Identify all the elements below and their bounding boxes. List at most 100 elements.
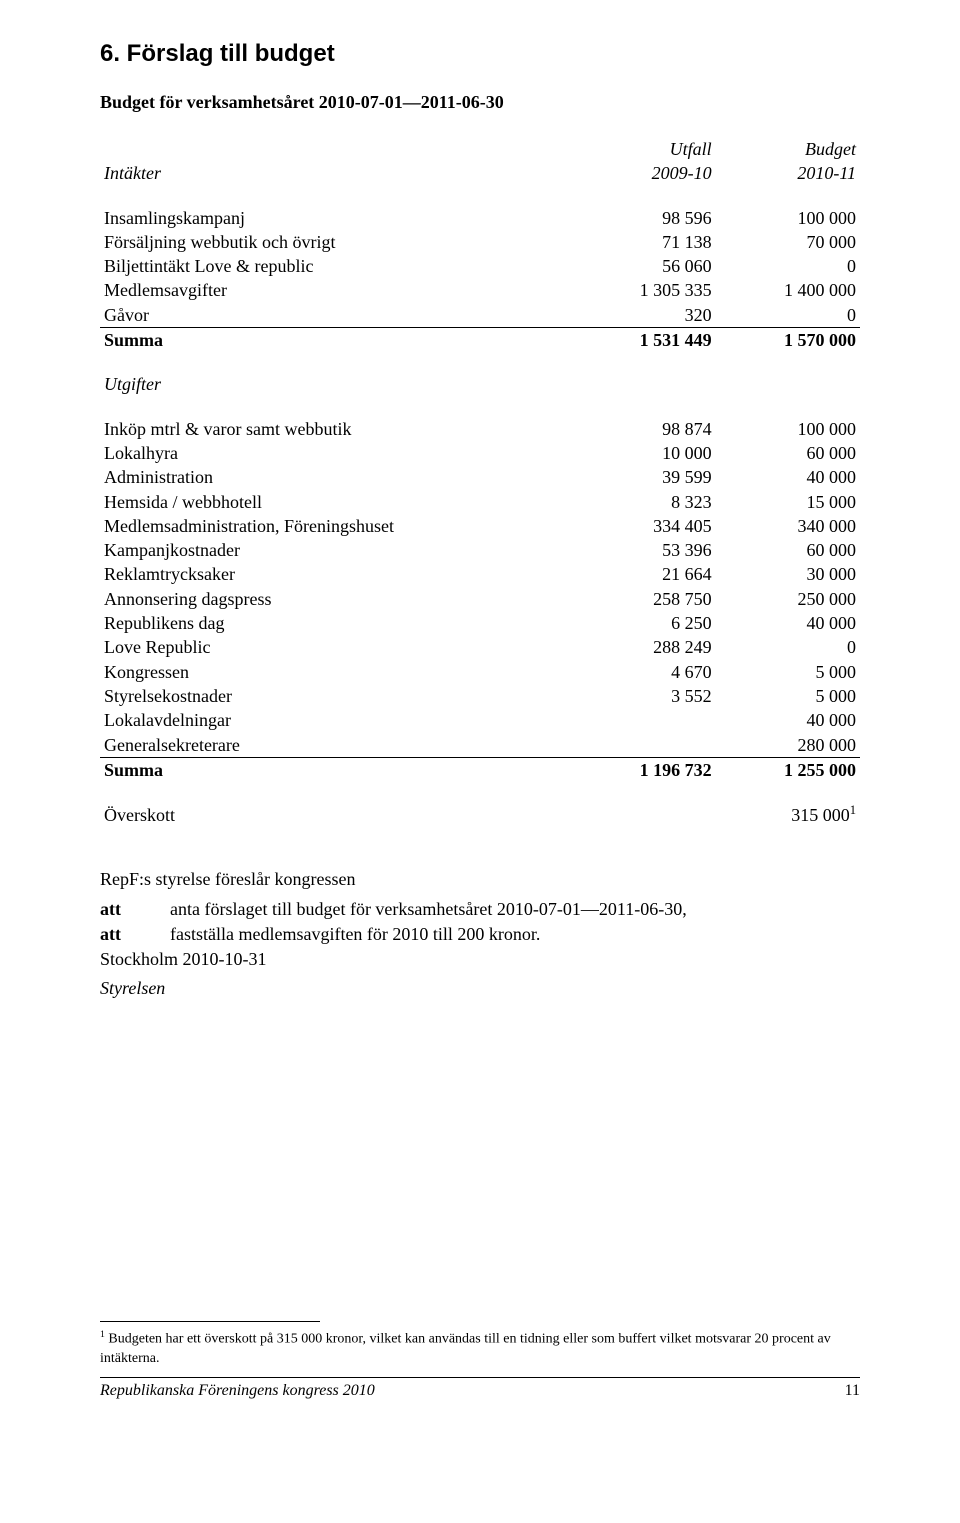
row-utfall: 39 599 <box>571 465 715 489</box>
utgifter-row: Styrelsekostnader3 5525 000 <box>100 684 860 708</box>
row-budget: 100 000 <box>716 206 860 230</box>
utgifter-header: Utgifter <box>100 372 860 396</box>
s <box>100 186 571 206</box>
col-budget: Budget <box>716 137 860 161</box>
blank <box>571 802 715 827</box>
subheading: Budget för verksamhetsåret 2010-07-01—20… <box>100 92 860 113</box>
row-utfall: 98 874 <box>571 417 715 441</box>
row-utfall: 4 670 <box>571 660 715 684</box>
s <box>100 397 571 417</box>
intakter-row: Insamlingskampanj98 596100 000 <box>100 206 860 230</box>
intakter-row: Biljettintäkt Love & republic56 0600 <box>100 254 860 278</box>
row-budget: 70 000 <box>716 230 860 254</box>
page-footer: Republikanska Föreningens kongress 2010 … <box>100 1377 860 1400</box>
footnote-separator <box>100 1321 320 1322</box>
header-row-2: Intäkter2009-102010-11 <box>100 161 860 185</box>
summa-a: 1 196 732 <box>571 757 715 782</box>
row-budget: 0 <box>716 303 860 328</box>
row-budget: 60 000 <box>716 441 860 465</box>
s <box>100 352 571 372</box>
row-budget: 280 000 <box>716 733 860 758</box>
row-budget: 0 <box>716 635 860 659</box>
row-utfall: 6 250 <box>571 611 715 635</box>
row-label: Love Republic <box>100 635 571 659</box>
summa-b: 1 255 000 <box>716 757 860 782</box>
row-utfall: 320 <box>571 303 715 328</box>
row-budget: 0 <box>716 254 860 278</box>
utgifter-row: Hemsida / webbhotell8 32315 000 <box>100 490 860 514</box>
row-label: Insamlingskampanj <box>100 206 571 230</box>
row-label: Reklamtrycksaker <box>100 562 571 586</box>
utgifter-row: Generalsekreterare280 000 <box>100 733 860 758</box>
row-utfall <box>571 733 715 758</box>
utgifter-row: Kampanjkostnader53 39660 000 <box>100 538 860 562</box>
proposal-lead: RepF:s styrelse föreslår kongressen <box>100 867 860 892</box>
utgifter-row: Kongressen4 6705 000 <box>100 660 860 684</box>
intakter-row: Medlemsavgifter1 305 3351 400 000 <box>100 278 860 302</box>
overskott-value: 315 0001 <box>716 802 860 827</box>
summa-utgifter: Summa1 196 7321 255 000 <box>100 757 860 782</box>
summa-label: Summa <box>100 757 571 782</box>
row-budget: 100 000 <box>716 417 860 441</box>
s <box>716 352 860 372</box>
overskott-label: Överskott <box>100 802 571 827</box>
row-label: Biljettintäkt Love & republic <box>100 254 571 278</box>
row-utfall: 3 552 <box>571 684 715 708</box>
col-year-1: 2009-10 <box>571 161 715 185</box>
row-budget: 5 000 <box>716 660 860 684</box>
row-utfall: 56 060 <box>571 254 715 278</box>
row-utfall: 10 000 <box>571 441 715 465</box>
row-budget: 30 000 <box>716 562 860 586</box>
row-utfall <box>571 708 715 732</box>
col-year-2: 2010-11 <box>716 161 860 185</box>
row-budget: 15 000 <box>716 490 860 514</box>
section-heading: 6. Förslag till budget <box>100 40 860 68</box>
row-label: Lokalavdelningar <box>100 708 571 732</box>
row-label: Gåvor <box>100 303 571 328</box>
footer-left: Republikanska Föreningens kongress 2010 <box>100 1382 375 1400</box>
summa-a: 1 531 449 <box>571 328 715 353</box>
summa-intakter: Summa1 531 4491 570 000 <box>100 328 860 353</box>
utgifter-row: Love Republic288 2490 <box>100 635 860 659</box>
overskott-footnote-ref: 1 <box>850 803 856 817</box>
summa-b: 1 570 000 <box>716 328 860 353</box>
s <box>100 782 571 802</box>
row-utfall: 71 138 <box>571 230 715 254</box>
row-label: Republikens dag <box>100 611 571 635</box>
row-budget: 60 000 <box>716 538 860 562</box>
row-budget: 1 400 000 <box>716 278 860 302</box>
utgifter-row: Annonsering dagspress258 750250 000 <box>100 587 860 611</box>
row-utfall: 1 305 335 <box>571 278 715 302</box>
row-utfall: 288 249 <box>571 635 715 659</box>
row-label: Medlemsadministration, Föreningshuset <box>100 514 571 538</box>
utgifter-row: Inköp mtrl & varor samt webbutik98 87410… <box>100 417 860 441</box>
utgifter-row: Reklamtrycksaker21 66430 000 <box>100 562 860 586</box>
s <box>716 397 860 417</box>
proposal-att-row: attfastställa medlemsavgiften för 2010 t… <box>100 922 860 947</box>
row-budget: 5 000 <box>716 684 860 708</box>
budget-table: UtfallBudgetIntäkter2009-102010-11Insaml… <box>100 137 860 827</box>
utgifter-label: Utgifter <box>100 372 571 396</box>
row-budget: 250 000 <box>716 587 860 611</box>
row-label: Styrelsekostnader <box>100 684 571 708</box>
blank <box>716 372 860 396</box>
row-label: Administration <box>100 465 571 489</box>
s <box>716 782 860 802</box>
row-utfall: 334 405 <box>571 514 715 538</box>
row-utfall: 8 323 <box>571 490 715 514</box>
utgifter-row: Medlemsadministration, Föreningshuset334… <box>100 514 860 538</box>
row-label: Inköp mtrl & varor samt webbutik <box>100 417 571 441</box>
signoff: Styrelsen <box>100 976 860 1001</box>
att-label: att <box>100 897 170 922</box>
footer-page-number: 11 <box>845 1382 860 1400</box>
footnote-text: Budgeten har ett överskott på 315 000 kr… <box>100 1332 831 1366</box>
row-utfall: 98 596 <box>571 206 715 230</box>
s <box>716 186 860 206</box>
intakter-row: Försäljning webbutik och övrigt71 13870 … <box>100 230 860 254</box>
utgifter-row: Administration39 59940 000 <box>100 465 860 489</box>
row-label: Hemsida / webbhotell <box>100 490 571 514</box>
row-budget: 340 000 <box>716 514 860 538</box>
row-label: Lokalhyra <box>100 441 571 465</box>
utgifter-row: Republikens dag6 25040 000 <box>100 611 860 635</box>
col-intakter: Intäkter <box>100 161 571 185</box>
